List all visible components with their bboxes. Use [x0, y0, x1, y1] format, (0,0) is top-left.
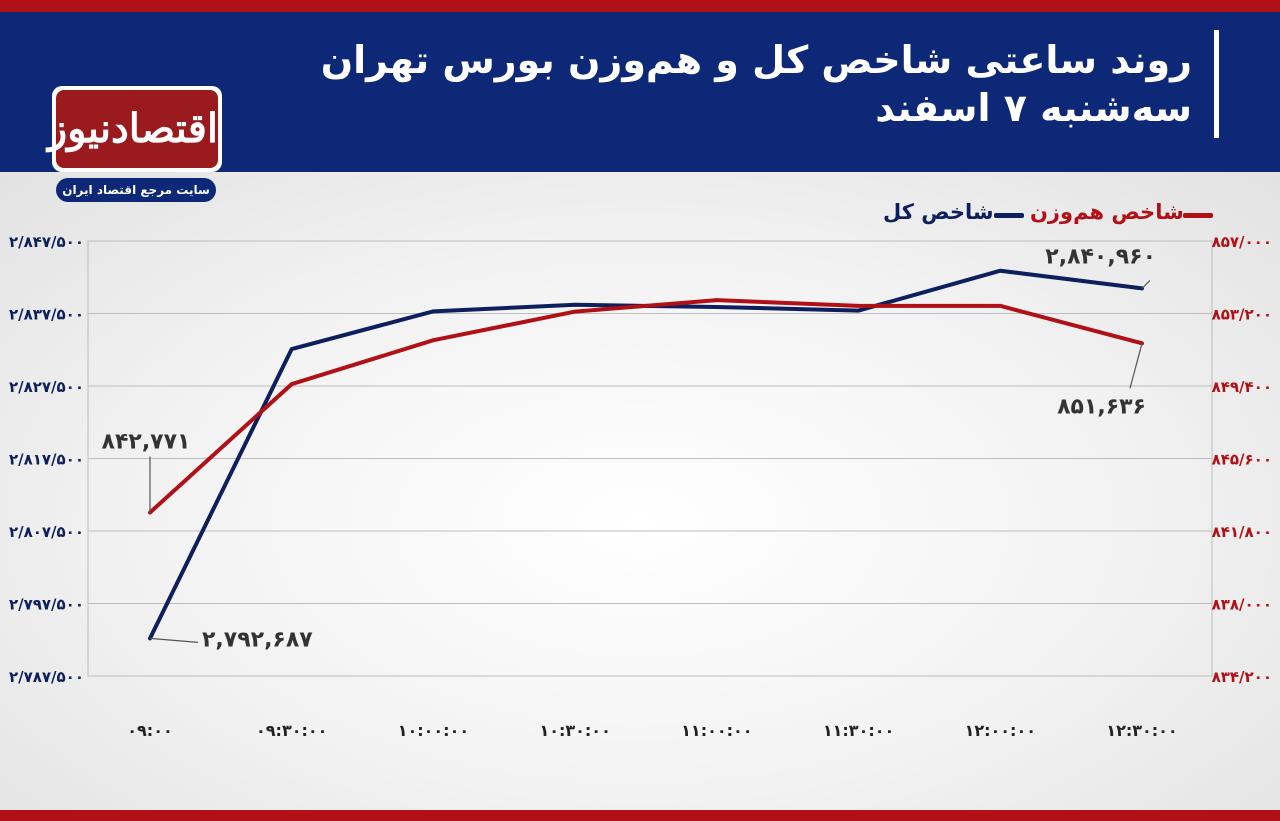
- x-axis-tick-label: ۱۱:۰۰:۰۰: [681, 721, 752, 740]
- annotation-leader-line: [1141, 279, 1151, 289]
- title-divider: [1214, 30, 1219, 138]
- x-axis-tick-label: ۰۹:۰۰: [127, 721, 172, 740]
- left-axis-tick-label: ۲/۸۲۷/۵۰۰: [9, 378, 84, 396]
- left-axis-tick-label: ۲/۸۰۷/۵۰۰: [9, 523, 84, 541]
- top-accent-strip: [0, 0, 1280, 12]
- chart-subtitle-date: سه‌شنبه ۷ اسفند: [875, 86, 1192, 130]
- annotation-leader-line: [1129, 343, 1143, 389]
- right-axis-tick-label: ۸۵۷/۰۰۰: [1212, 233, 1272, 251]
- data-label: ۸۴۲,۷۷۱: [102, 429, 191, 454]
- legend-swatch-equal-weight: [1183, 213, 1213, 218]
- right-axis-tick-label: ۸۳۴/۲۰۰: [1212, 668, 1272, 686]
- left-axis-tick-label: ۲/۸۱۷/۵۰۰: [9, 451, 84, 469]
- data-label: ۲,۷۹۲,۶۸۷: [202, 627, 313, 652]
- right-axis-tick-label: ۸۴۵/۶۰۰: [1212, 451, 1272, 469]
- logo-tagline: سایت مرجع اقتصاد ایران: [56, 178, 216, 202]
- right-axis-tick-label: ۸۴۹/۴۰۰: [1212, 378, 1272, 396]
- right-axis-tick-label: ۸۳۸/۰۰۰: [1212, 596, 1272, 614]
- x-axis-tick-label: ۱۲:۳۰:۰۰: [1106, 721, 1177, 740]
- legend-label-total-index: شاخص کل: [883, 200, 994, 224]
- data-label: ۸۵۱,۶۳۶: [1057, 394, 1146, 419]
- bottom-accent-strip: [0, 810, 1280, 821]
- x-axis-tick-label: ۱۰:۰۰:۰۰: [398, 721, 469, 740]
- data-label: ۲,۸۴۰,۹۶۰: [1045, 244, 1156, 269]
- left-axis-tick-label: ۲/۸۳۷/۵۰۰: [9, 306, 84, 324]
- legend-label-equal-weight: شاخص هم‌وزن: [1030, 200, 1184, 224]
- right-axis-tick-label: ۸۴۱/۸۰۰: [1212, 523, 1272, 541]
- logo: اقتصادنیوز: [48, 86, 222, 172]
- left-axis-tick-label: ۲/۸۴۷/۵۰۰: [9, 233, 84, 251]
- annotation-leader-line: [149, 637, 199, 643]
- x-axis-tick-label: ۱۰:۳۰:۰۰: [539, 721, 610, 740]
- logo-wordmark: اقتصادنیوز: [48, 90, 218, 168]
- x-axis-tick-label: ۱۱:۳۰:۰۰: [823, 721, 894, 740]
- right-axis-tick-label: ۸۵۳/۲۰۰: [1212, 306, 1272, 324]
- left-axis-tick-label: ۲/۷۹۷/۵۰۰: [9, 596, 84, 614]
- x-axis-tick-label: ۰۹:۳۰:۰۰: [256, 721, 327, 740]
- left-axis-tick-label: ۲/۷۸۷/۵۰۰: [9, 668, 84, 686]
- chart-title: روند ساعتی شاخص کل و هم‌وزن بورس تهران: [320, 38, 1192, 82]
- legend-swatch-total-index: [994, 213, 1024, 218]
- series-line-equal-weight: [148, 298, 1144, 515]
- series-line-total-index: [148, 268, 1144, 641]
- x-axis-tick-label: ۱۲:۰۰:۰۰: [965, 721, 1036, 740]
